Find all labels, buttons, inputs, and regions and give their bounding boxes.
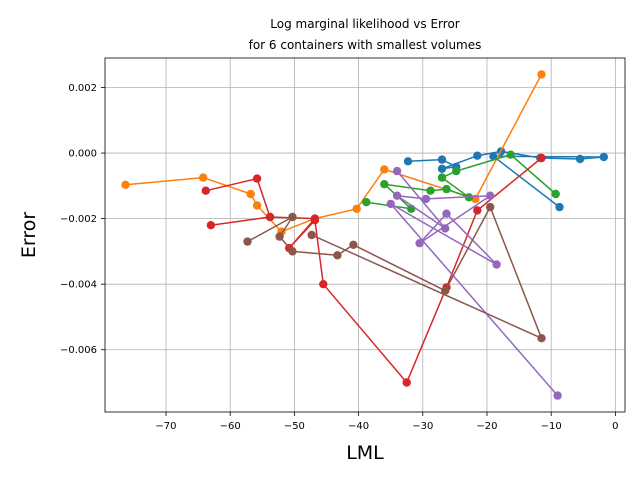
data-point <box>452 166 461 176</box>
series-line <box>247 206 543 339</box>
data-point <box>380 180 389 189</box>
data-point <box>551 189 560 199</box>
data-point <box>199 173 208 182</box>
data-point <box>537 70 546 79</box>
series-4 <box>201 153 546 387</box>
data-point <box>441 224 450 233</box>
x-tick-label: −30 <box>412 421 433 432</box>
data-point <box>437 155 447 164</box>
series-layer <box>121 70 608 400</box>
y-tick-label: 0.000 <box>68 149 97 160</box>
y-axis-label: Error <box>18 212 40 259</box>
chart-title-line-2: for 6 containers with smallest volumes <box>249 38 482 52</box>
x-tick-label: −60 <box>220 421 241 432</box>
data-point <box>288 212 297 222</box>
data-point <box>392 166 402 176</box>
data-point <box>333 251 342 260</box>
data-point <box>486 202 495 212</box>
data-point <box>553 391 562 400</box>
data-point <box>473 206 482 215</box>
y-tick-label: −0.006 <box>60 345 97 356</box>
data-point <box>319 280 328 289</box>
data-point <box>252 201 262 210</box>
data-point <box>246 189 255 199</box>
data-point <box>441 286 450 295</box>
data-point <box>537 153 546 163</box>
data-point <box>489 152 498 161</box>
data-point <box>555 202 564 212</box>
y-tick-label: −0.004 <box>60 280 97 291</box>
series-6 <box>243 202 546 343</box>
data-point <box>386 199 395 209</box>
y-tick-label: −0.002 <box>60 214 97 225</box>
data-point <box>275 232 284 241</box>
data-point <box>442 184 451 194</box>
data-point <box>121 180 130 189</box>
y-tick-label: 0.002 <box>68 83 97 94</box>
plot-frame <box>104 57 626 413</box>
data-point <box>426 186 435 195</box>
data-point <box>473 151 482 160</box>
data-point <box>288 247 297 256</box>
data-point <box>575 154 585 164</box>
data-point <box>349 240 358 249</box>
data-point <box>310 216 320 225</box>
data-point <box>265 212 275 222</box>
data-point <box>492 260 501 269</box>
data-point <box>307 230 316 240</box>
x-tick-label: −70 <box>155 421 176 432</box>
data-point <box>352 204 361 213</box>
data-point <box>442 209 451 218</box>
data-point <box>201 186 210 195</box>
data-point <box>403 157 413 166</box>
series-5 <box>386 166 562 400</box>
data-point <box>402 378 411 387</box>
x-tick-label: 0 <box>612 421 618 432</box>
data-point <box>362 198 371 207</box>
tick-layer: −70 −60 −50 −40 −30 −20 −10 0 −0.006 −0.004 −0.002… <box>60 83 619 432</box>
chart-title-line-1: Log marginal likelihood vs Error <box>270 17 460 31</box>
series-line <box>389 170 559 397</box>
x-tick-label: −10 <box>541 421 562 432</box>
grid-layer <box>105 58 625 412</box>
data-point <box>380 165 389 174</box>
x-tick-label: −20 <box>476 421 497 432</box>
x-axis-label: LML <box>346 442 384 464</box>
data-point <box>486 191 495 200</box>
data-point <box>506 150 515 159</box>
data-point <box>415 239 424 248</box>
data-point <box>599 152 608 162</box>
data-point <box>437 164 447 173</box>
data-point <box>437 173 447 182</box>
data-point <box>206 221 216 230</box>
series-3 <box>362 150 560 213</box>
data-point <box>421 194 431 204</box>
x-tick-label: −50 <box>284 421 305 432</box>
x-tick-label: −40 <box>348 421 369 432</box>
data-point <box>243 237 252 246</box>
data-point <box>252 174 262 183</box>
data-point <box>392 191 402 200</box>
data-point <box>537 334 546 343</box>
